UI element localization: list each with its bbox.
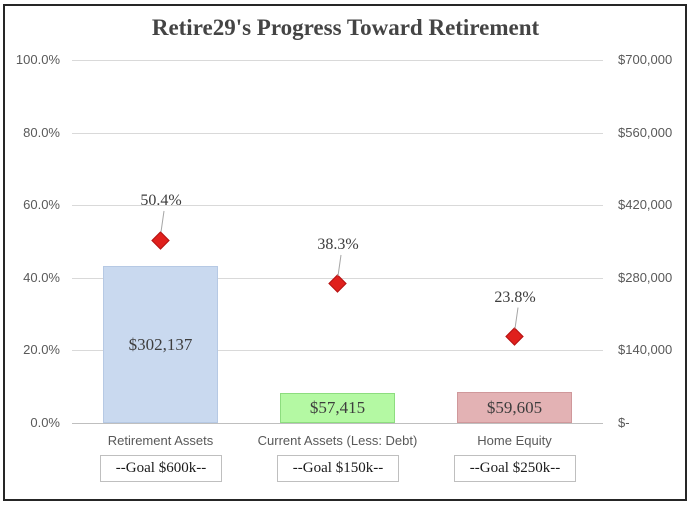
- right-axis-tick: $140,000: [618, 342, 673, 357]
- category-label: Home Equity: [477, 433, 552, 448]
- right-axis-tick: $280,000: [618, 270, 673, 285]
- gridline: [72, 133, 603, 134]
- left-axis-tick: 100.0%: [15, 52, 60, 67]
- bar-value-label: $302,137: [128, 335, 193, 354]
- goal-box: --Goal $600k--: [100, 455, 222, 482]
- bar-value-label: $57,415: [309, 398, 366, 417]
- right-axis-tick: $-: [618, 415, 630, 430]
- axis-line: [72, 423, 603, 424]
- progress-percent-label: 38.3%: [317, 236, 359, 253]
- left-axis-tick: 40.0%: [23, 270, 60, 285]
- category-label: Retirement Assets: [107, 433, 214, 448]
- goal-box: --Goal $150k--: [277, 455, 399, 482]
- bar-2: [457, 392, 572, 423]
- gridline: [72, 350, 603, 351]
- category-label: Current Assets (Less: Debt): [257, 433, 418, 448]
- chart-title: Retire29's Progress Toward Retirement: [151, 15, 540, 40]
- left-axis-tick: 60.0%: [23, 197, 60, 212]
- left-axis-tick: 0.0%: [30, 415, 60, 430]
- left-axis-tick: 80.0%: [23, 125, 60, 140]
- chart-border: [3, 4, 687, 501]
- progress-percent-label: 23.8%: [494, 289, 536, 306]
- right-axis-tick: $700,000: [618, 52, 673, 67]
- goal-box: --Goal $250k--: [454, 455, 576, 482]
- progress-percent-label: 50.4%: [140, 192, 182, 209]
- bar-0: [103, 266, 218, 423]
- right-axis-tick: $420,000: [618, 197, 673, 212]
- bar-1: [280, 393, 395, 423]
- bar-value-label: $59,605: [486, 398, 543, 417]
- left-axis-tick: 20.0%: [23, 342, 60, 357]
- gridline: [72, 205, 603, 206]
- gridline: [72, 60, 603, 61]
- right-axis-tick: $560,000: [618, 125, 673, 140]
